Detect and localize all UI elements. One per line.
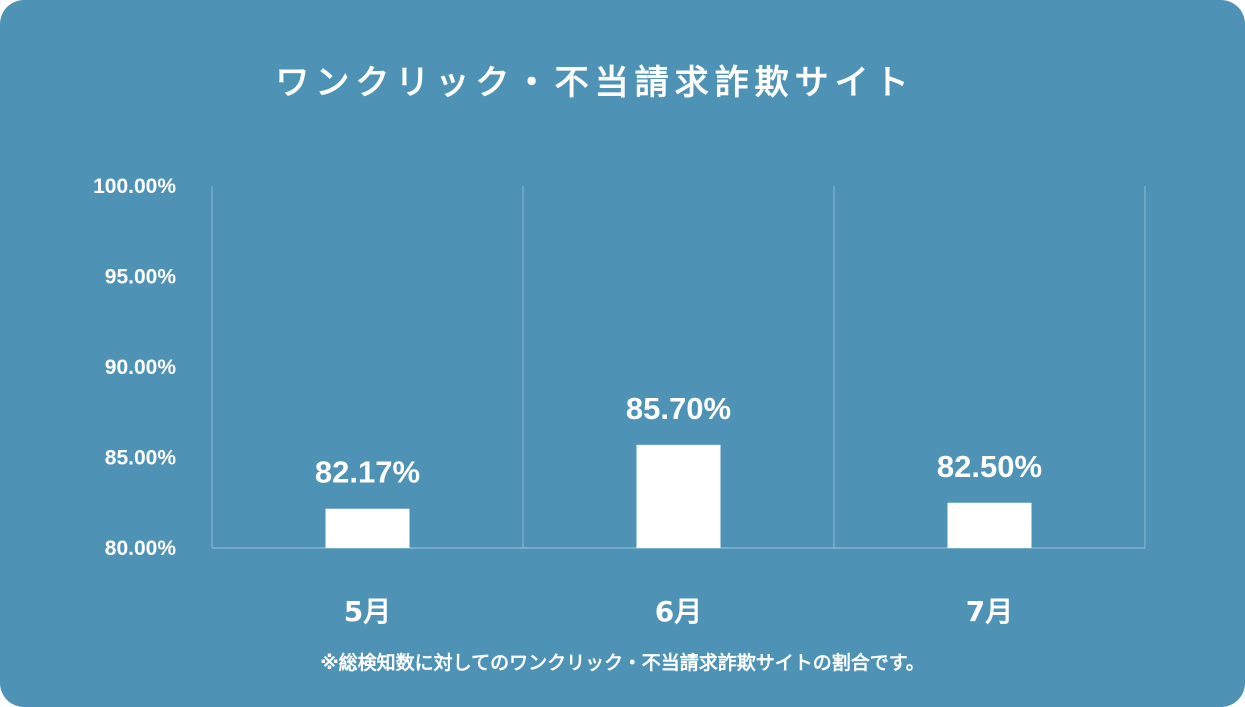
data-label: 85.70% (626, 391, 731, 426)
x-category-label: 5月 (344, 595, 391, 628)
y-tick-label: 90.00% (105, 356, 177, 379)
bar-1 (325, 508, 410, 548)
data-label: 82.50% (937, 449, 1042, 484)
bar-3 (947, 502, 1032, 548)
data-label: 82.17% (315, 455, 420, 490)
y-tick-label: 100.00% (93, 175, 176, 198)
x-category-label: 6月 (655, 595, 702, 628)
chart-footnote: ※総検知数に対してのワンクリック・不当請求詐欺サイトの割合です。 (320, 652, 925, 674)
y-tick-label: 85.00% (105, 447, 177, 470)
y-tick-label: 80.00% (105, 537, 177, 560)
y-tick-label: 95.00% (105, 266, 177, 289)
chart-title: ワンクリック・不当請求詐欺サイト (275, 63, 915, 103)
x-category-label: 7月 (966, 595, 1013, 628)
bar-2 (636, 444, 721, 548)
